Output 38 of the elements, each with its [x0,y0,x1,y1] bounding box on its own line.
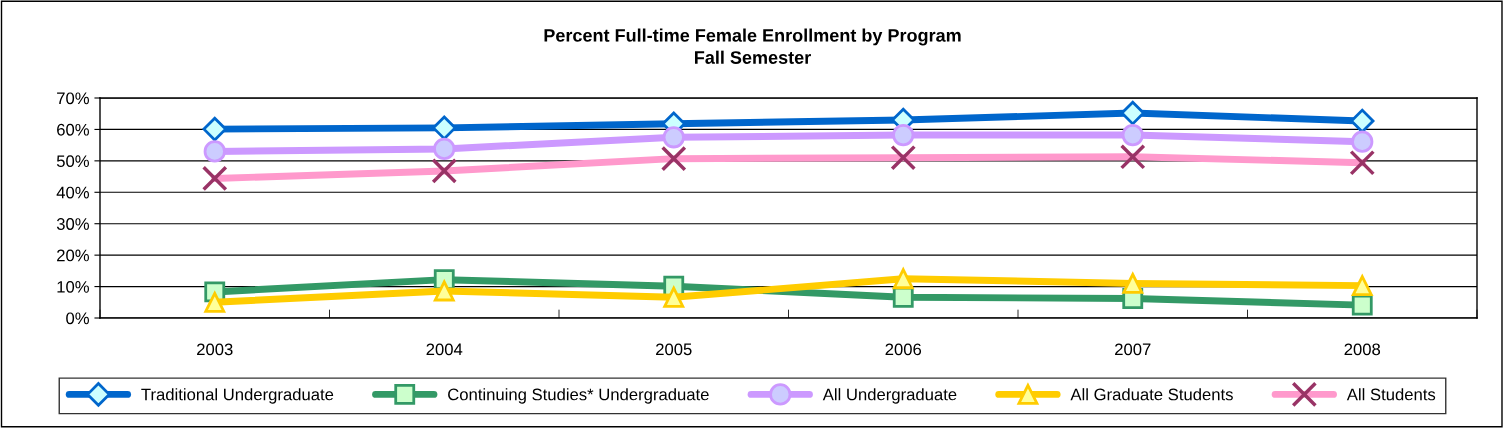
point [203,140,226,163]
legend-label: All Students [1346,388,1436,401]
point [1121,123,1144,147]
x-tick-label: 2008 [1344,343,1381,356]
point [892,123,915,147]
point [1351,130,1374,153]
y-tick-label: 60% [57,123,89,136]
point [204,291,226,313]
y-tick-label: 20% [57,249,89,262]
y-tick-label: 50% [56,155,89,168]
point [1350,108,1375,134]
point [1122,273,1144,294]
legend-label: Traditional Undergraduate [141,388,334,404]
legend-label: All Graduate Students [1070,388,1233,401]
point [1120,100,1145,126]
x-tick-label: 2007 [1115,343,1151,356]
chart-title: Percent Full-time Female Enrollment by Program Fall Semester [544,28,961,64]
x-tick-label: 2005 [656,343,692,356]
point [663,286,685,308]
y-tick-label: 70% [57,92,89,105]
x-tick-label: 2004 [426,343,463,356]
y-tick-label: 40% [56,186,89,199]
point [892,286,914,308]
point [662,126,685,149]
y-tick-label: 0% [66,312,89,325]
point [202,116,227,142]
point [892,268,914,290]
x-tick-label: 2003 [197,343,233,356]
point [1351,275,1373,297]
point [432,115,457,141]
y-tick-label: 10% [57,280,89,293]
legend-label: Continuing Studies* Undergraduate [448,388,709,404]
point [1351,294,1373,316]
x-tick-label: 2006 [885,343,922,356]
point [433,137,456,161]
point [433,278,456,302]
y-tick-label: 30% [56,218,89,230]
legend-label: All Undergraduate [822,388,957,404]
